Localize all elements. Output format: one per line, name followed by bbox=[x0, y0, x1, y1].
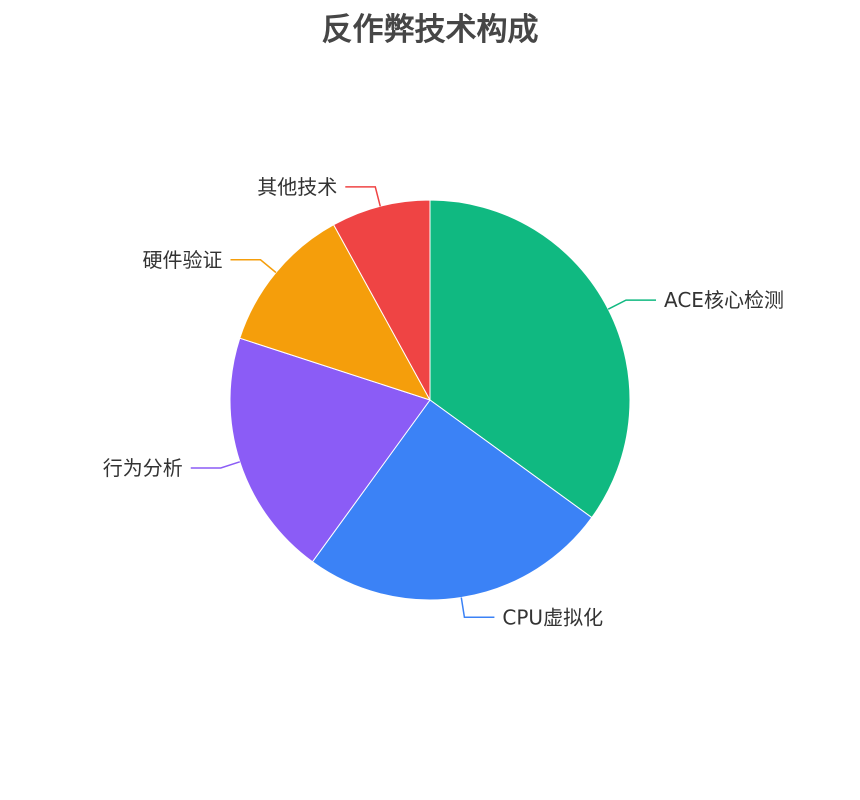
label-line bbox=[230, 259, 277, 274]
pie-slice[interactable] bbox=[311, 399, 593, 601]
label-line bbox=[190, 461, 241, 469]
pie-slice[interactable] bbox=[429, 199, 631, 519]
pie-slice[interactable] bbox=[229, 337, 431, 563]
pie-slice[interactable] bbox=[332, 199, 431, 401]
pie-slice[interactable] bbox=[239, 224, 432, 401]
label-line bbox=[345, 186, 381, 207]
chart-title: 反作弊技术构成 bbox=[321, 12, 539, 48]
label-line bbox=[460, 597, 495, 619]
slice-label: 硬件验证 bbox=[142, 248, 222, 272]
slice-label: ACE核心检测 bbox=[664, 288, 784, 312]
label-line bbox=[607, 299, 657, 310]
slice-label: 行为分析 bbox=[103, 456, 183, 480]
slice-label: 其他技术 bbox=[257, 175, 337, 199]
slice-label: CPU虚拟化 bbox=[502, 605, 603, 629]
